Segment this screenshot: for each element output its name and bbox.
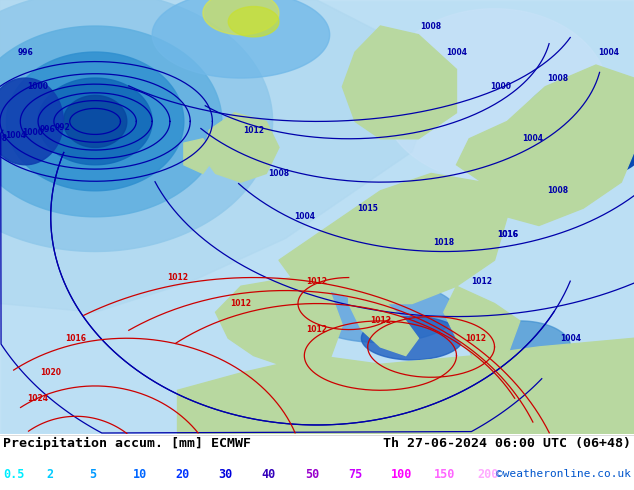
Text: 5: 5 — [89, 468, 96, 481]
Text: 1008: 1008 — [547, 186, 569, 196]
Text: 75: 75 — [348, 468, 362, 481]
Text: Precipitation accum. [mm] ECMWF: Precipitation accum. [mm] ECMWF — [3, 437, 251, 450]
Text: 1018: 1018 — [433, 238, 455, 247]
Text: 200: 200 — [477, 468, 499, 481]
Polygon shape — [456, 65, 634, 225]
Polygon shape — [361, 317, 463, 360]
Polygon shape — [152, 0, 330, 78]
Text: 150: 150 — [434, 468, 456, 481]
Text: 1004: 1004 — [446, 48, 467, 56]
Text: 1004: 1004 — [522, 134, 543, 143]
Text: 50: 50 — [305, 468, 319, 481]
Polygon shape — [380, 9, 609, 182]
Text: 30: 30 — [219, 468, 233, 481]
Text: 1012: 1012 — [471, 277, 493, 286]
Text: 1012: 1012 — [243, 125, 264, 135]
Text: 1024: 1024 — [27, 394, 49, 403]
Polygon shape — [279, 173, 507, 304]
Polygon shape — [342, 26, 456, 139]
Polygon shape — [469, 321, 571, 373]
Text: 1000: 1000 — [490, 82, 512, 91]
Text: 100: 100 — [391, 468, 413, 481]
Polygon shape — [0, 26, 222, 217]
Polygon shape — [6, 52, 184, 191]
Polygon shape — [38, 78, 152, 165]
Text: 1008: 1008 — [0, 134, 8, 144]
Text: Th 27-06-2024 06:00 UTC (06+48): Th 27-06-2024 06:00 UTC (06+48) — [383, 437, 631, 450]
Text: 1008: 1008 — [547, 74, 569, 82]
Polygon shape — [444, 286, 520, 364]
Polygon shape — [203, 0, 279, 35]
Text: 40: 40 — [262, 468, 276, 481]
Polygon shape — [63, 96, 127, 147]
Polygon shape — [178, 338, 634, 434]
Text: 996: 996 — [39, 125, 55, 134]
Text: 1012: 1012 — [167, 273, 188, 282]
Polygon shape — [216, 277, 342, 368]
Text: 1012: 1012 — [306, 277, 328, 286]
Text: 1000: 1000 — [27, 82, 49, 91]
Text: 996: 996 — [18, 48, 33, 56]
Polygon shape — [184, 139, 216, 173]
Polygon shape — [571, 104, 634, 173]
Polygon shape — [0, 0, 444, 312]
Polygon shape — [228, 6, 279, 37]
Polygon shape — [0, 78, 63, 165]
Text: 1004: 1004 — [5, 131, 27, 140]
Text: 992: 992 — [55, 122, 70, 131]
Text: 20: 20 — [176, 468, 190, 481]
Polygon shape — [304, 282, 456, 343]
Text: 0.5: 0.5 — [3, 468, 25, 481]
Polygon shape — [0, 0, 273, 251]
Text: 1008: 1008 — [268, 169, 290, 178]
Text: 1016: 1016 — [496, 230, 518, 239]
Text: 2: 2 — [46, 468, 53, 481]
Text: 1004: 1004 — [598, 48, 619, 56]
Text: 1008: 1008 — [420, 22, 442, 30]
Text: 1020: 1020 — [40, 368, 61, 377]
Text: 1016: 1016 — [65, 334, 87, 343]
Text: 1012: 1012 — [370, 317, 391, 325]
Text: 1004: 1004 — [294, 212, 315, 221]
Text: 1012: 1012 — [306, 325, 328, 334]
Polygon shape — [349, 269, 418, 356]
Text: 1015: 1015 — [358, 204, 378, 213]
Polygon shape — [520, 78, 634, 182]
Text: 1012: 1012 — [230, 299, 252, 308]
Text: 1000: 1000 — [22, 128, 43, 137]
Text: ©weatheronline.co.uk: ©weatheronline.co.uk — [496, 469, 631, 479]
Text: 1004: 1004 — [560, 334, 581, 343]
Text: 1016: 1016 — [496, 230, 518, 239]
Text: 10: 10 — [133, 468, 146, 481]
Text: 1012: 1012 — [465, 334, 486, 343]
Polygon shape — [203, 113, 279, 182]
